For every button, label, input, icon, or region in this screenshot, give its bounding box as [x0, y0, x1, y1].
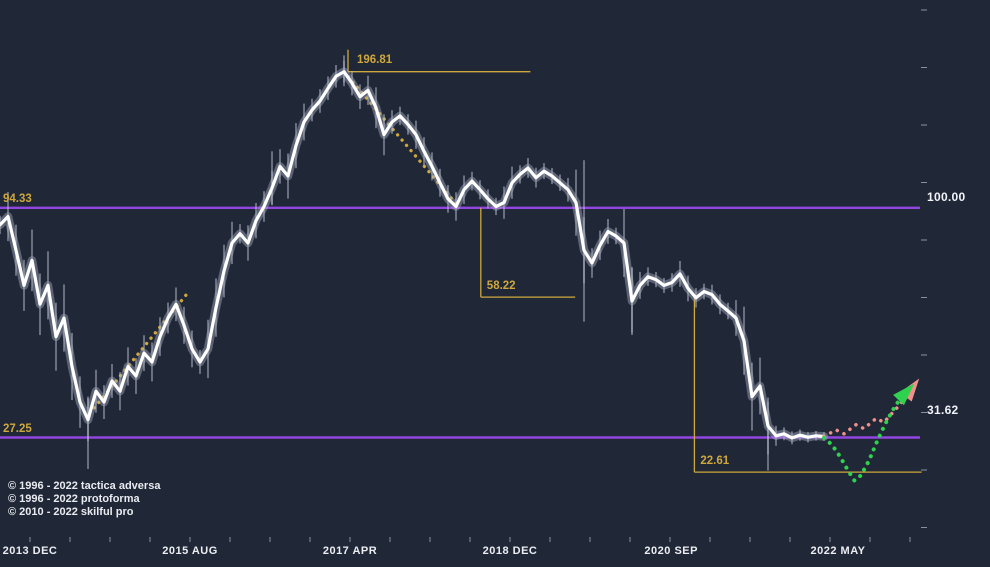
x-axis-label-2020-sep: 2020 SEP: [644, 545, 698, 557]
trendline-downtrend-2017-2018[interactable]: [342, 70, 461, 209]
forecast-path-shallow-recovery[interactable]: [822, 397, 906, 439]
x-axis-label-2013-dec: 2013 DEC: [2, 545, 58, 557]
annotation-label-22-61: 22.61: [700, 455, 730, 468]
copyright-block: © 1996 - 2022 tactica adversa © 1996 - 2…: [8, 480, 160, 519]
copyright-line-1: © 1996 - 2022 tactica adversa: [8, 480, 161, 492]
forecast-arrow-deeper-v-recovery: [893, 383, 915, 406]
y-axis-label-31-62: 31.62: [927, 403, 959, 417]
x-axis-label-2018-dec: 2018 DEC: [482, 545, 538, 557]
level-label-27-25: 27.25: [3, 422, 32, 435]
forecast-path-deeper-v-recovery[interactable]: [822, 395, 903, 483]
copyright-line-3: © 2010 - 2022 skilful pro: [8, 506, 134, 518]
level-label-94-33: 94.33: [3, 192, 32, 205]
price-line: [0, 70, 826, 440]
annotation-label-58-22: 58.22: [486, 280, 516, 293]
x-axis-label-2015-aug: 2015 AUG: [162, 545, 218, 557]
x-axis-label-2022-may: 2022 MAY: [810, 545, 866, 557]
y-axis-label-100: 100.00: [927, 190, 966, 204]
annotation-label-196-81: 196.81: [357, 53, 393, 66]
x-axis-label-2017-apr: 2017 APR: [322, 545, 378, 557]
copyright-line-2: © 1996 - 2022 protoforma: [8, 493, 140, 505]
